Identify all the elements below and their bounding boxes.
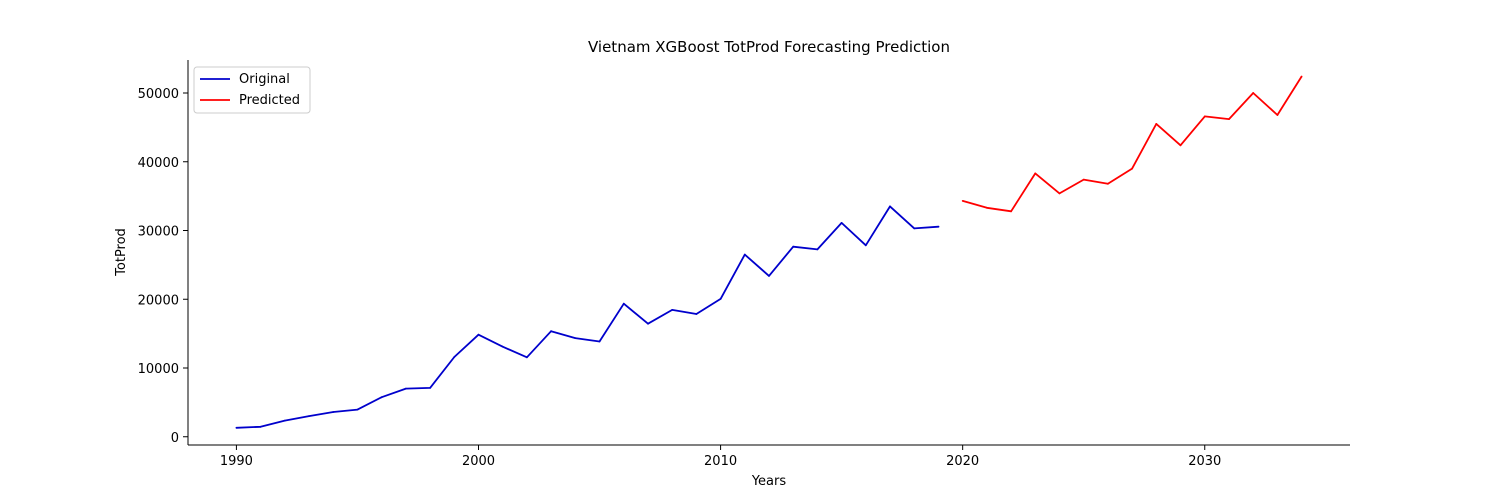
data-point-original [840,222,843,224]
data-point-original [647,322,649,325]
x-ticks: 1990 2000 2010 2020 2030 [220,445,1221,469]
x-tick-label: 1990 [220,454,253,469]
data-point-original [453,356,456,358]
y-tick-label: 50000 [138,87,179,102]
x-tick-label: 2000 [462,454,495,469]
y-tick-label: 30000 [138,225,179,240]
data-point-original [283,419,286,422]
y-ticks: 0 10000 20000 30000 40000 50000 [138,87,188,446]
y-axis-label: TotProd [114,228,129,277]
data-point-predicted [1179,144,1182,147]
data-point-predicted [986,206,988,209]
data-point-original [477,333,480,336]
x-tick-label: 2020 [946,454,979,469]
x-tick-label: 2030 [1188,454,1221,469]
data-point-predicted [1082,178,1085,181]
x-axis-label: Years [751,474,787,489]
data-point-original [550,330,552,333]
data-point-original [429,387,431,389]
x-tick-label: 2010 [704,454,737,469]
data-point-original [308,415,310,417]
data-point-original [259,425,262,428]
data-point-predicted [1252,92,1255,94]
data-point-predicted [1228,118,1230,120]
data-point-original [889,205,891,208]
data-point-predicted [1203,115,1206,118]
y-tick-label: 40000 [138,156,179,171]
y-tick-label: 10000 [138,362,179,377]
data-point-predicted [1131,167,1133,170]
data-point-original [526,356,528,359]
data-point-original [380,396,383,399]
data-point-predicted [1107,182,1109,185]
data-point-original [622,302,625,305]
y-tick-label: 20000 [138,293,179,308]
data-point-predicted [1276,114,1279,116]
legend-label-predicted: Predicted [239,93,300,108]
data-point-predicted [1300,75,1303,78]
chart-title: Vietnam XGBoost TotProd Forecasting Pred… [588,38,950,56]
series-lines [235,75,1303,429]
data-point-original [695,313,698,315]
data-point-original [332,411,335,413]
data-point-predicted [1034,172,1037,175]
data-point-original [864,244,867,247]
legend: Original Predicted [193,66,311,114]
data-point-original [719,298,722,300]
data-point-predicted [1058,192,1061,195]
data-point-predicted [1010,210,1012,213]
data-point-original [501,345,504,348]
data-point-original [792,245,795,248]
data-point-original [574,337,577,339]
axes [187,60,1350,446]
data-point-predicted [1155,123,1158,125]
data-point-original [937,225,940,228]
series-line-predicted [962,76,1303,213]
data-point-original [671,309,674,311]
data-point-original [235,426,238,429]
data-point-original [913,227,916,230]
data-point-predicted [961,200,964,202]
y-tick-label: 0 [171,431,179,446]
series-line-original [236,205,939,429]
data-point-original [816,248,819,251]
data-point-original [768,275,770,277]
data-point-original [743,253,746,256]
data-point-original [405,387,407,390]
data-point-original [356,408,359,411]
legend-label-original: Original [239,72,290,87]
data-point-original [598,340,601,343]
